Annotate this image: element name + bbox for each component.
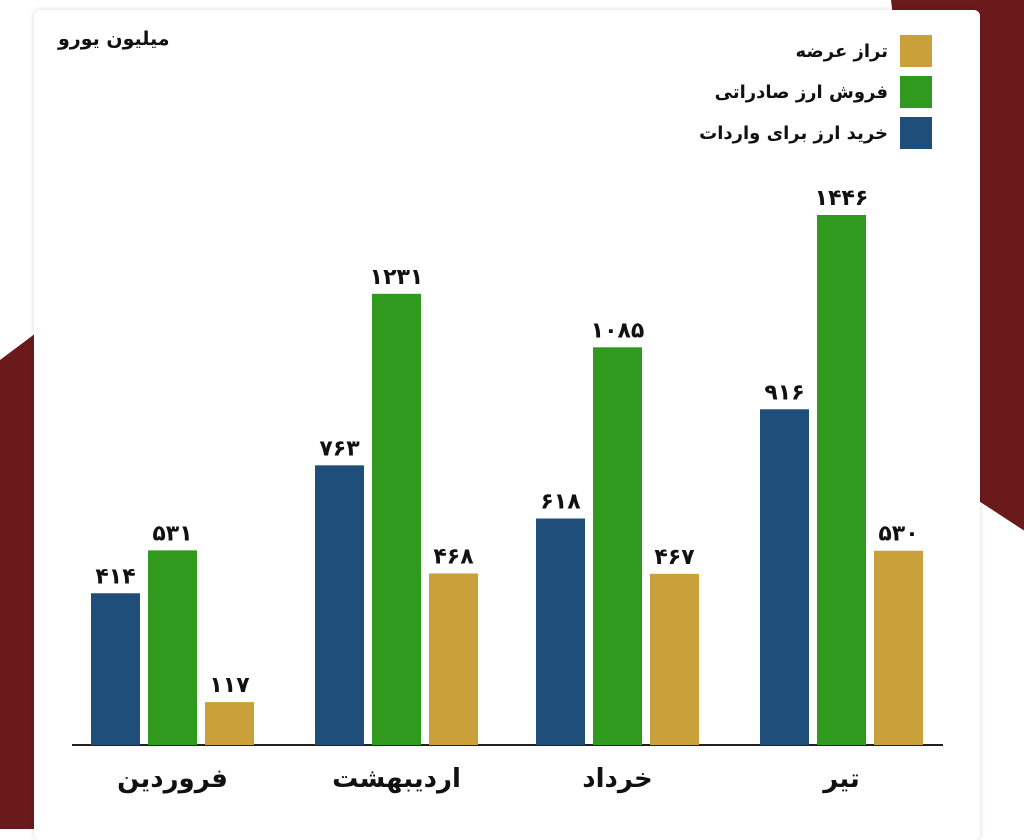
data-label-balance-1: ۴۶۸ <box>433 544 474 569</box>
legend-item-balance: تراز عرضه <box>612 34 932 68</box>
category-label-0: فروردین <box>117 764 228 794</box>
data-label-import-2: ۶۱۸ <box>540 489 581 514</box>
bar-balance-0 <box>205 702 254 745</box>
bar-balance-1 <box>429 573 478 745</box>
bar-import-1 <box>315 465 364 745</box>
background-decoration-left <box>0 330 40 829</box>
category-label-3: تیر <box>821 764 860 794</box>
bar-import-2 <box>536 518 585 745</box>
legend-item-export: فروش ارز صادراتی <box>612 75 932 109</box>
bar-export-0 <box>148 550 197 745</box>
data-label-import-1: ۷۶۳ <box>319 436 360 461</box>
legend-label-balance: تراز عرضه <box>795 40 888 62</box>
category-label-2: خرداد <box>582 764 653 794</box>
data-label-import-3: ۹۱۶ <box>764 380 804 405</box>
data-label-balance-0: ۱۱۷ <box>209 673 250 698</box>
bar-import-0 <box>91 593 140 745</box>
category-label-1: اردیبهشت <box>332 764 461 794</box>
legend-label-import: خرید ارز برای واردات <box>699 122 888 144</box>
data-label-export-2: ۱۰۸۵ <box>591 318 645 343</box>
bar-export-1 <box>372 293 421 745</box>
legend-swatch-import <box>900 117 932 149</box>
data-label-export-1: ۱۲۳۱ <box>370 265 424 290</box>
bar-export-3 <box>817 215 866 745</box>
bar-export-2 <box>593 347 642 745</box>
legend-item-import: خرید ارز برای واردات <box>612 116 932 150</box>
data-label-balance-2: ۴۶۷ <box>654 545 695 570</box>
unit-label: میلیون یورو <box>58 28 170 50</box>
data-label-import-0: ۴۱۴ <box>95 564 135 589</box>
legend: تراز عرضه فروش ارز صادراتی خرید ارز برای… <box>612 34 932 157</box>
legend-label-export: فروش ارز صادراتی <box>714 81 888 103</box>
bar-balance-3 <box>874 550 923 745</box>
bar-import-3 <box>760 409 809 745</box>
data-label-balance-3: ۵۳۰ <box>878 522 918 547</box>
data-label-export-3: ۱۴۴۶ <box>815 186 869 211</box>
legend-swatch-export <box>900 76 932 108</box>
data-label-export-0: ۵۳۱ <box>152 521 192 546</box>
legend-swatch-balance <box>900 35 932 67</box>
bar-balance-2 <box>650 573 699 745</box>
